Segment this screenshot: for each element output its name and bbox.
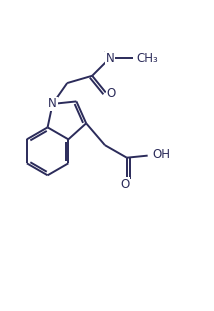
Text: O: O <box>106 87 116 100</box>
Text: N: N <box>48 97 57 110</box>
Text: N: N <box>106 52 114 65</box>
Text: OH: OH <box>153 148 171 161</box>
Text: CH₃: CH₃ <box>137 52 158 65</box>
Text: O: O <box>120 178 129 191</box>
